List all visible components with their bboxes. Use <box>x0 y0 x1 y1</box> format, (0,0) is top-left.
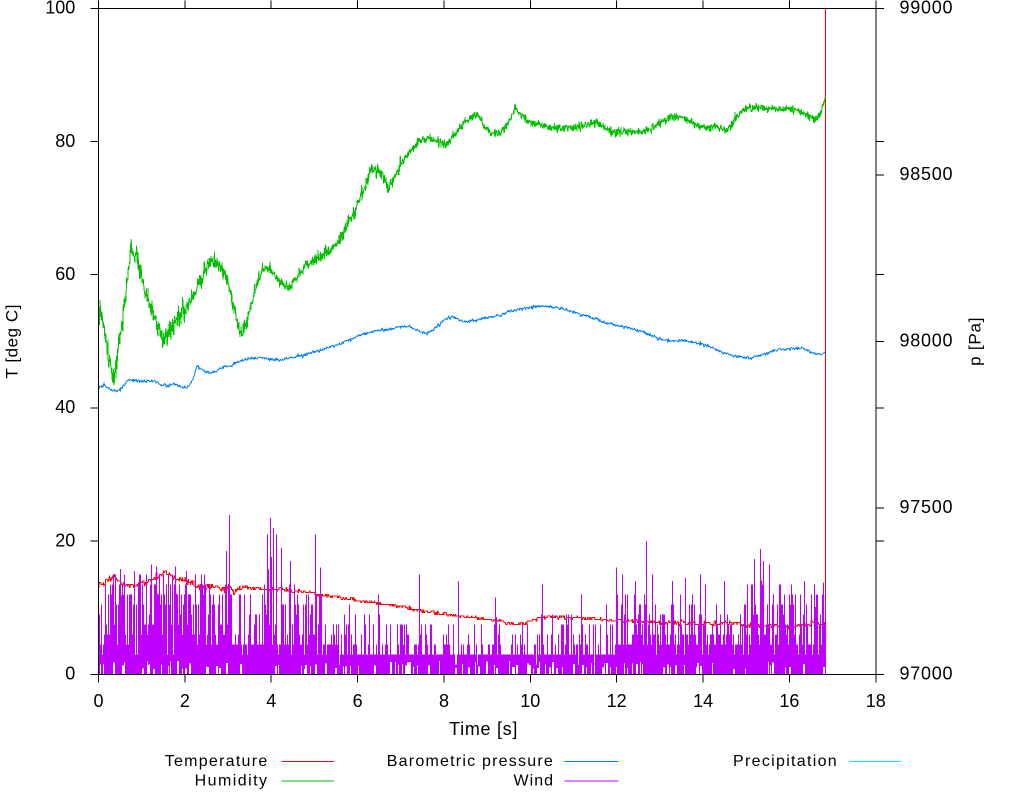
svg-text:60: 60 <box>55 264 75 284</box>
svg-text:98000: 98000 <box>900 331 954 351</box>
svg-text:80: 80 <box>55 131 75 151</box>
svg-text:16: 16 <box>779 691 799 711</box>
svg-text:97000: 97000 <box>900 664 954 684</box>
svg-text:99000: 99000 <box>900 0 954 18</box>
svg-text:0: 0 <box>93 691 103 711</box>
svg-text:14: 14 <box>693 691 713 711</box>
svg-text:Precipitation: Precipitation <box>733 753 838 770</box>
svg-text:40: 40 <box>55 397 75 417</box>
svg-text:0: 0 <box>65 664 75 684</box>
svg-text:97500: 97500 <box>900 497 954 517</box>
svg-text:20: 20 <box>55 530 75 550</box>
svg-text:10: 10 <box>520 691 540 711</box>
svg-text:T [deg C]: T [deg C] <box>3 304 22 379</box>
svg-text:100: 100 <box>45 0 75 18</box>
svg-text:4: 4 <box>266 691 276 711</box>
svg-text:12: 12 <box>607 691 627 711</box>
svg-text:6: 6 <box>353 691 363 711</box>
svg-text:98500: 98500 <box>900 164 954 184</box>
svg-text:Humidity: Humidity <box>195 772 269 789</box>
svg-text:8: 8 <box>439 691 449 711</box>
svg-text:Temperature: Temperature <box>165 753 269 770</box>
svg-text:Time [s]: Time [s] <box>449 719 518 739</box>
svg-text:18: 18 <box>866 691 886 711</box>
svg-text:Wind: Wind <box>514 772 554 789</box>
svg-text:p [Pa]: p [Pa] <box>966 317 985 366</box>
svg-text:Barometric pressure: Barometric pressure <box>387 753 554 770</box>
svg-text:2: 2 <box>180 691 190 711</box>
